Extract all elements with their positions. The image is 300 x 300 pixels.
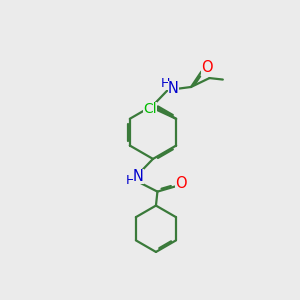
Text: N: N [168, 81, 178, 96]
Text: Cl: Cl [143, 102, 157, 116]
Text: O: O [201, 60, 213, 75]
Text: N: N [133, 169, 143, 184]
Text: H: H [126, 174, 135, 187]
Text: H: H [161, 77, 170, 90]
Text: O: O [176, 176, 187, 191]
